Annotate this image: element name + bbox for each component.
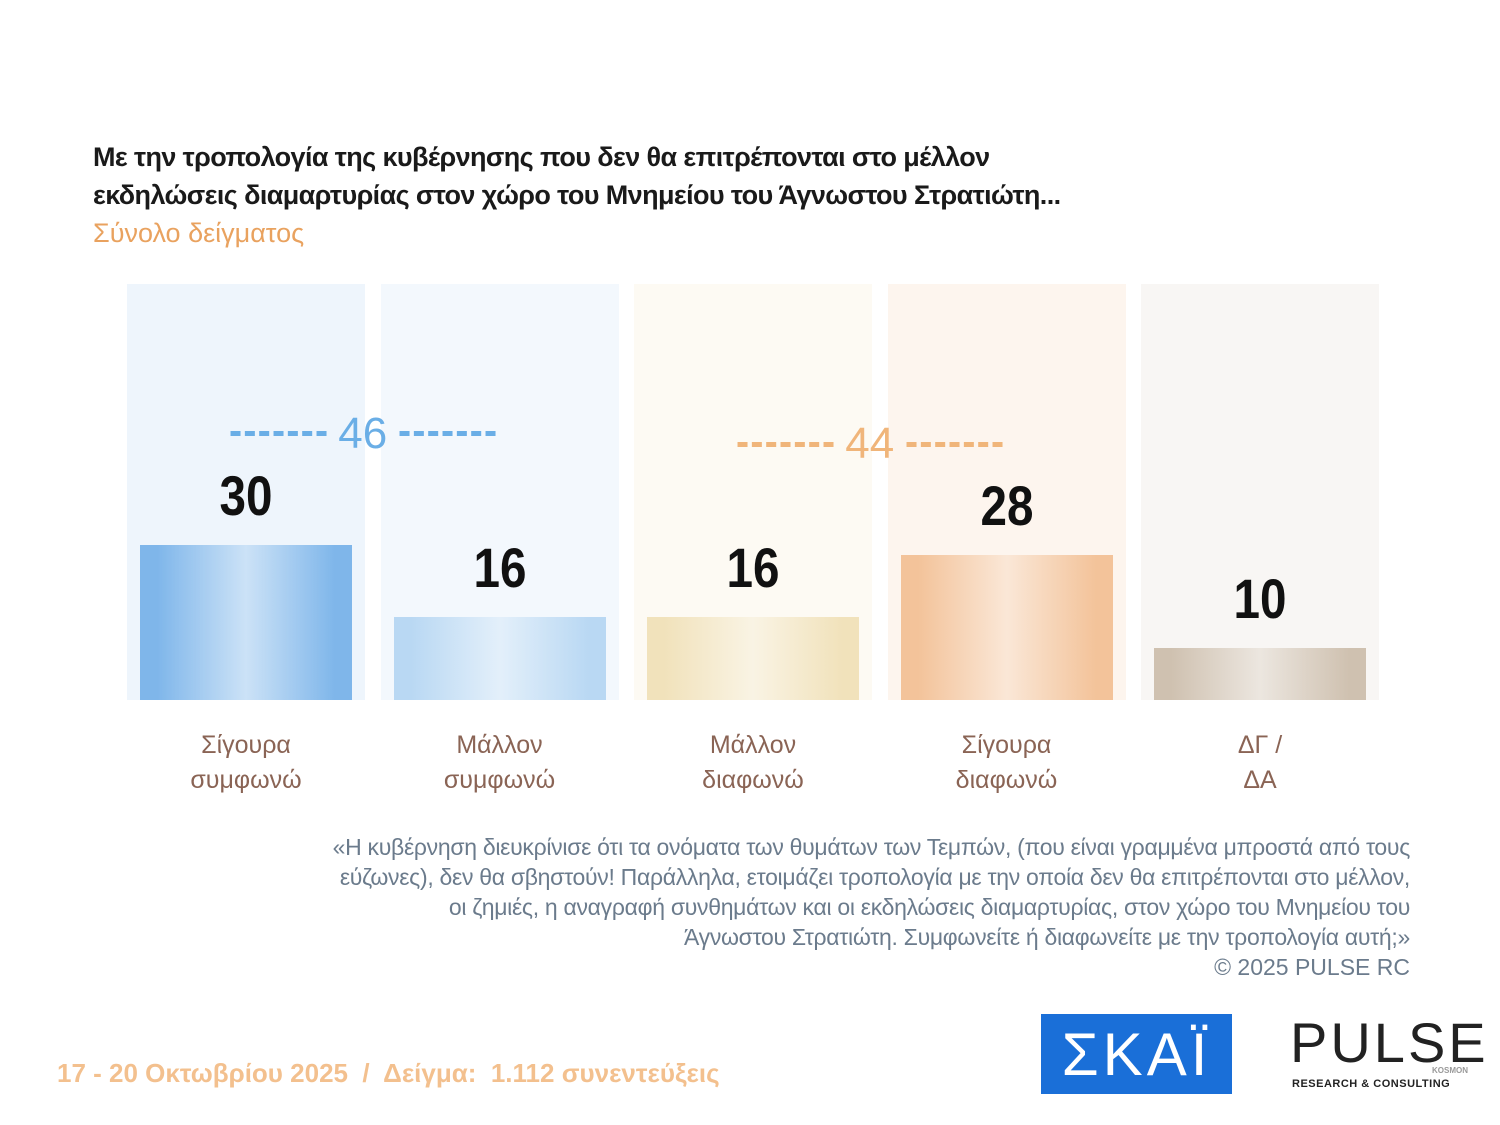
bar xyxy=(647,617,859,700)
x-tick-label: Μάλλον συμφωνώ xyxy=(443,731,556,794)
pulse-tag: KOSMON xyxy=(1432,1066,1468,1075)
pulse-subtitle: RESEARCH & CONSULTING xyxy=(1292,1078,1451,1090)
pulse-logo: PULSE xyxy=(1290,1011,1489,1074)
skai-logo: ΣΚΑΪ xyxy=(1041,1014,1232,1094)
value-label: 10 xyxy=(1233,567,1287,631)
dash xyxy=(906,441,1003,447)
bar xyxy=(140,544,352,700)
chart-title: Με την τροπολογία της κυβέρνησης που δεν… xyxy=(93,142,1061,210)
x-tick-label: Σίγουρα διαφωνώ xyxy=(955,731,1058,794)
panel xyxy=(1141,284,1379,700)
x-tick-label: ΔΓ / ΔΑ xyxy=(1237,731,1283,794)
value-label: 30 xyxy=(219,463,273,527)
value-label: 16 xyxy=(726,536,780,600)
plot-area: 30 Σίγουρα συμφωνώ 16 Μάλλον συμφωνώ 16 Μάλλο… xyxy=(127,284,1379,794)
bar xyxy=(1154,648,1366,700)
x-tick-label: Σίγουρα συμφωνώ xyxy=(190,731,302,794)
copyright: © 2025 PULSE RC xyxy=(1214,954,1410,980)
bar xyxy=(900,555,1113,700)
total-annotation: 46 xyxy=(230,408,496,459)
total-label: 46 xyxy=(338,408,388,458)
total-annotation: 44 xyxy=(737,419,1003,469)
dash xyxy=(399,431,496,437)
footer: 17 - 20 Οκτωβρίου 2025 / Δείγμα: 1.112 σ… xyxy=(57,1058,720,1088)
dash xyxy=(230,431,327,437)
x-tick-label: Μάλλον διαφωνώ xyxy=(702,731,804,794)
question-note: «Η κυβέρνηση διευκρίνισε ότι τα ονόματα … xyxy=(332,834,1411,950)
value-label: 16 xyxy=(473,536,526,600)
bar xyxy=(393,617,606,700)
dash xyxy=(737,441,834,447)
total-label: 44 xyxy=(845,419,895,469)
value-label: 28 xyxy=(980,474,1033,538)
chart-subtitle: Σύνολο δείγματος xyxy=(93,218,305,248)
